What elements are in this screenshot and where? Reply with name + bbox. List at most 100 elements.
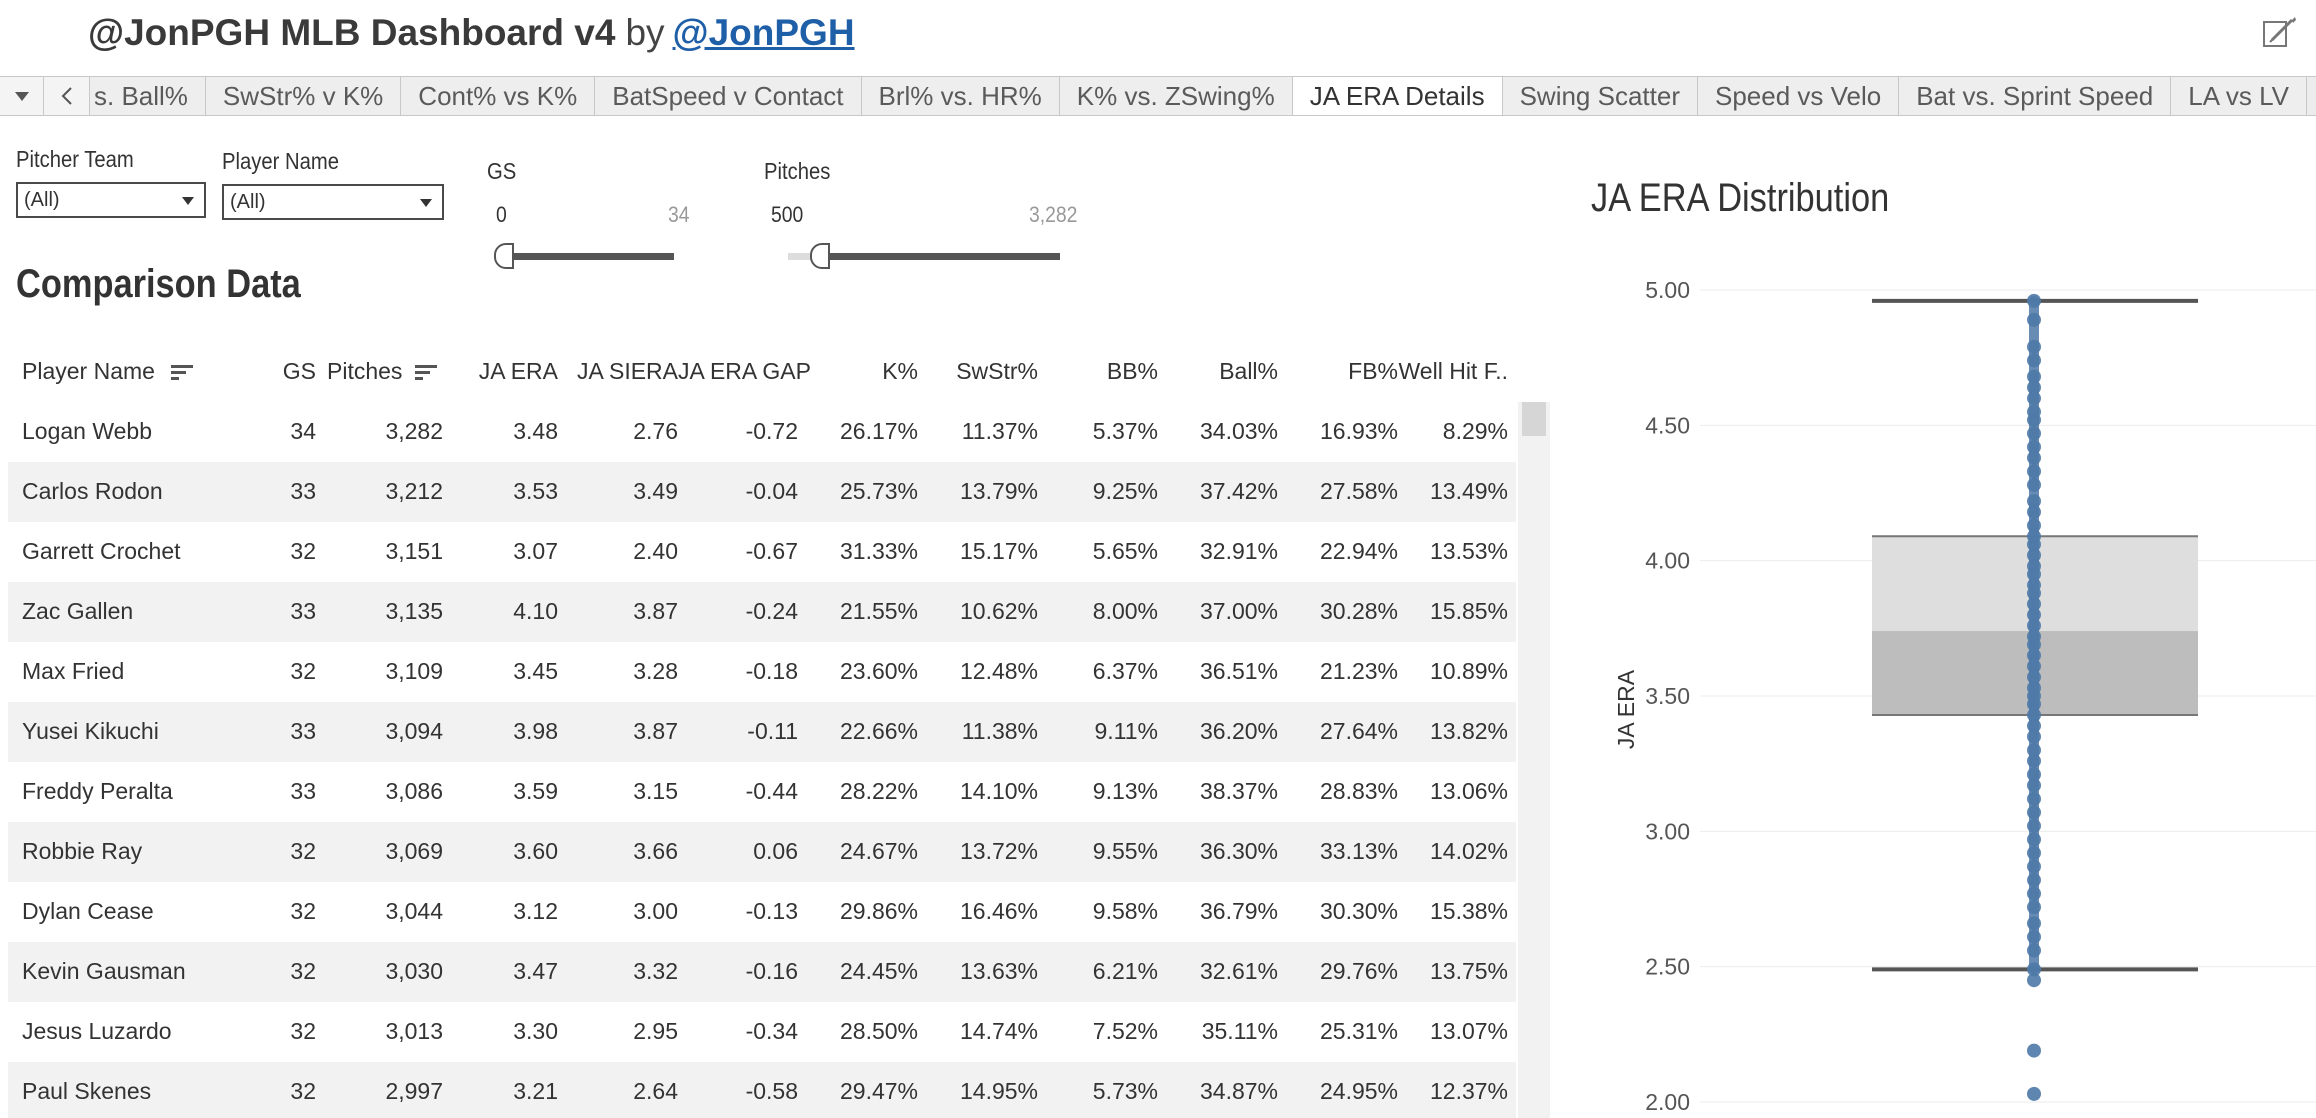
column-header-ja-era[interactable]: JA ERA bbox=[478, 358, 558, 384]
column-header-player-name[interactable]: Player Name bbox=[22, 358, 194, 385]
table-row[interactable]: Jesus Luzardo 32 3,013 3.30 2.95 -0.34 28.50% 1… bbox=[8, 1002, 1516, 1062]
table-row[interactable]: Paul Skenes 32 2,997 3.21 2.64 -0.58 29.47% 14.… bbox=[8, 1062, 1516, 1118]
tab[interactable]: K% vs. ZSwing% bbox=[1059, 77, 1293, 115]
column-header-bb-pct[interactable]: BB% bbox=[1106, 358, 1158, 384]
player-name-dropdown[interactable]: (All) bbox=[222, 184, 444, 220]
table-row[interactable]: Carlos Rodon 33 3,212 3.53 3.49 -0.04 25.73% 13… bbox=[8, 462, 1516, 522]
data-point[interactable] bbox=[2027, 293, 2041, 308]
data-point[interactable] bbox=[2027, 369, 2041, 384]
table-row[interactable]: Zac Gallen 33 3,135 4.10 3.87 -0.24 21.55% 10.6… bbox=[8, 582, 1516, 642]
data-point[interactable] bbox=[2027, 900, 2041, 915]
pitches-slider-track[interactable] bbox=[824, 253, 1060, 260]
data-point[interactable] bbox=[2027, 607, 2041, 622]
tab-active[interactable]: JA ERA Details bbox=[1292, 77, 1503, 115]
data-point[interactable] bbox=[2027, 778, 2041, 793]
table-row[interactable]: Kevin Gausman 32 3,030 3.47 3.32 -0.16 24.45% 1… bbox=[8, 942, 1516, 1002]
data-point[interactable] bbox=[2027, 886, 2041, 901]
pitcher-team-dropdown[interactable]: (All) bbox=[16, 182, 206, 218]
data-point[interactable] bbox=[2027, 339, 2041, 354]
data-point[interactable] bbox=[2027, 548, 2041, 563]
data-point[interactable] bbox=[2027, 426, 2041, 441]
author-link[interactable]: @JonPGH bbox=[672, 12, 855, 53]
table-row[interactable]: Garrett Crochet 32 3,151 3.07 2.40 -0.67 31.33… bbox=[8, 522, 1516, 582]
tab-menu-button[interactable] bbox=[0, 77, 44, 115]
pitches-slider-min-handle[interactable] bbox=[810, 243, 830, 269]
data-point[interactable] bbox=[2027, 729, 2041, 744]
data-point[interactable] bbox=[2027, 943, 2041, 958]
data-point[interactable] bbox=[2027, 618, 2041, 633]
table-row[interactable]: Logan Webb 34 3,282 3.48 2.76 -0.72 26.17% 11.3… bbox=[8, 402, 1516, 462]
tab[interactable]: SwStr% v K% bbox=[205, 77, 402, 115]
table-row[interactable]: Dylan Cease 32 3,044 3.12 3.00 -0.13 29.86% 16.… bbox=[8, 882, 1516, 942]
sort-icon[interactable] bbox=[171, 364, 194, 382]
edit-share-icon[interactable] bbox=[2262, 14, 2298, 50]
data-point[interactable] bbox=[2027, 1086, 2041, 1101]
column-header-pitches[interactable]: Pitches bbox=[327, 358, 437, 385]
data-point[interactable] bbox=[2027, 962, 2041, 977]
tab[interactable]: Brl% vs. HR% bbox=[861, 77, 1060, 115]
data-point[interactable] bbox=[2027, 391, 2041, 406]
data-point[interactable] bbox=[2027, 518, 2041, 533]
data-point[interactable] bbox=[2027, 873, 2041, 888]
tab[interactable]: LA vs LV bbox=[2171, 77, 2307, 115]
data-point[interactable] bbox=[2027, 537, 2041, 552]
table-row[interactable]: Yusei Kikuchi 33 3,094 3.98 3.87 -0.11 22.66% 1… bbox=[8, 702, 1516, 762]
column-header-ja-era-gap[interactable]: JA ERA GAP bbox=[678, 358, 811, 384]
data-point[interactable] bbox=[2027, 477, 2041, 492]
data-point[interactable] bbox=[2027, 450, 2041, 465]
tab-scroll-left-button[interactable] bbox=[44, 77, 90, 115]
tab[interactable]: Swing Scatter bbox=[1502, 77, 1698, 115]
data-point[interactable] bbox=[2027, 380, 2041, 395]
data-point[interactable] bbox=[2027, 637, 2041, 652]
data-point[interactable] bbox=[2027, 718, 2041, 733]
data-point[interactable] bbox=[2027, 697, 2041, 712]
data-point[interactable] bbox=[2027, 504, 2041, 519]
data-point[interactable] bbox=[2027, 767, 2041, 782]
data-point[interactable] bbox=[2027, 596, 2041, 611]
table-row[interactable]: Freddy Peralta 33 3,086 3.59 3.15 -0.44 28.22%… bbox=[8, 762, 1516, 822]
data-point[interactable] bbox=[2027, 916, 2041, 931]
gs-slider-min-handle[interactable] bbox=[494, 243, 514, 269]
data-point[interactable] bbox=[2027, 494, 2041, 509]
sort-icon[interactable] bbox=[414, 364, 437, 382]
data-point[interactable] bbox=[2027, 805, 2041, 820]
column-header-k-pct[interactable]: K% bbox=[882, 358, 918, 384]
column-header-swstr-pct[interactable]: SwStr% bbox=[956, 358, 1038, 384]
data-point[interactable] bbox=[2027, 412, 2041, 427]
data-point[interactable] bbox=[2027, 832, 2041, 847]
data-point[interactable] bbox=[2027, 743, 2041, 758]
data-point[interactable] bbox=[2027, 648, 2041, 663]
gs-slider-track[interactable] bbox=[496, 253, 674, 260]
column-header-fb-pct[interactable]: FB% bbox=[1348, 358, 1398, 384]
table-row[interactable]: Max Fried 32 3,109 3.45 3.28 -0.18 23.60% 12.48… bbox=[8, 642, 1516, 702]
data-point[interactable] bbox=[2027, 464, 2041, 479]
tab[interactable]: s. Ball% bbox=[90, 77, 206, 115]
table-row[interactable]: Robbie Ray 32 3,069 3.60 3.66 0.06 24.67% 13.72… bbox=[8, 822, 1516, 882]
data-point[interactable] bbox=[2027, 973, 2041, 988]
data-point[interactable] bbox=[2027, 353, 2041, 368]
tab[interactable]: BatSpeed v Contact bbox=[595, 77, 862, 115]
column-header-ball-pct[interactable]: Ball% bbox=[1219, 358, 1278, 384]
data-point[interactable] bbox=[2027, 1043, 2041, 1058]
data-point[interactable] bbox=[2027, 586, 2041, 601]
column-header-gs[interactable]: GS bbox=[282, 358, 316, 384]
tab[interactable]: Speed vs Velo bbox=[1697, 77, 1900, 115]
data-point[interactable] bbox=[2027, 439, 2041, 454]
data-point[interactable] bbox=[2027, 567, 2041, 582]
tab[interactable]: Bat vs. Sprint Speed bbox=[1899, 77, 2172, 115]
data-point[interactable] bbox=[2027, 312, 2041, 327]
data-point[interactable] bbox=[2027, 859, 2041, 874]
data-point[interactable] bbox=[2027, 707, 2041, 722]
data-point[interactable] bbox=[2027, 670, 2041, 685]
data-point[interactable] bbox=[2027, 818, 2041, 833]
data-point[interactable] bbox=[2027, 791, 2041, 806]
scrollbar-thumb[interactable] bbox=[1522, 402, 1546, 436]
table-scrollbar[interactable] bbox=[1518, 402, 1550, 1118]
data-point[interactable] bbox=[2027, 753, 2041, 768]
column-header-ja-siera[interactable]: JA SIERA bbox=[577, 358, 678, 384]
column-header-well-hit[interactable]: Well Hit F.. bbox=[1398, 358, 1508, 384]
data-point[interactable] bbox=[2027, 659, 2041, 674]
tab[interactable]: Cont% vs K% bbox=[401, 77, 596, 115]
data-point[interactable] bbox=[2027, 929, 2041, 944]
data-point[interactable] bbox=[2027, 845, 2041, 860]
